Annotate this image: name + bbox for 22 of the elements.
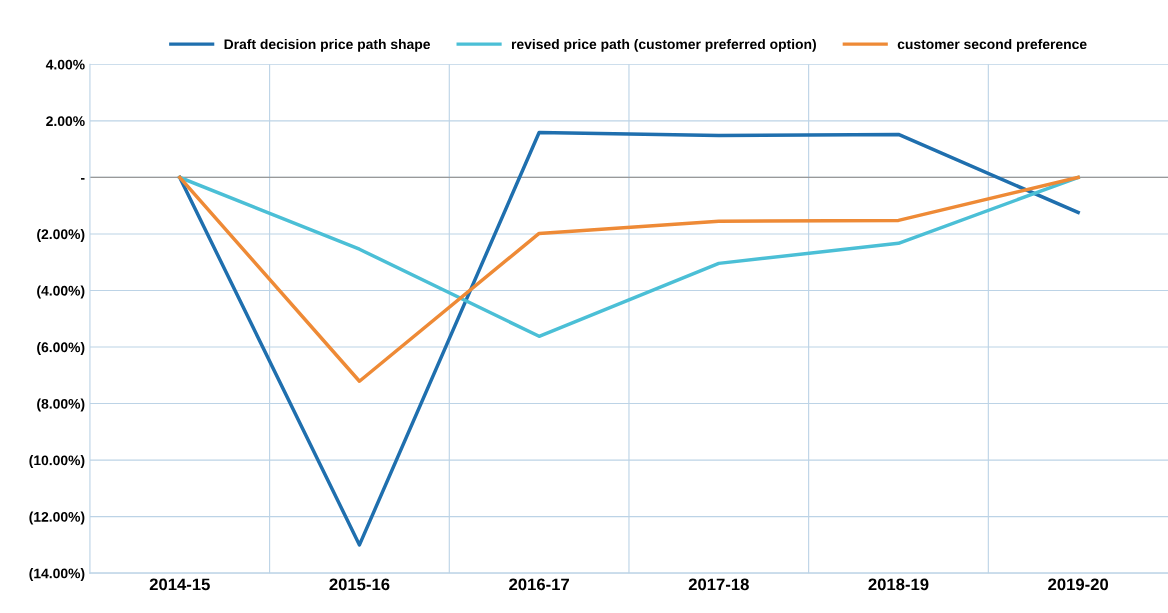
x-tick-label: 2018-19 bbox=[868, 578, 929, 591]
line-series bbox=[178, 175, 1080, 339]
y-tick-label: - bbox=[80, 178, 85, 180]
x-tick-label: 2016-17 bbox=[509, 578, 569, 591]
y-tick-label: 2.00% bbox=[46, 116, 85, 127]
y-tick-label: (4.00%) bbox=[37, 285, 85, 299]
line-series bbox=[178, 130, 1080, 547]
y-tick-label: (8.00%) bbox=[37, 398, 85, 412]
x-tick-label: 2015-16 bbox=[329, 578, 390, 591]
x-tick-label: 2017-18 bbox=[688, 578, 749, 591]
x-tick-label: 2014-15 bbox=[149, 578, 210, 591]
legend-label: revised price path (customer preferred option) bbox=[511, 38, 816, 52]
line-series bbox=[178, 175, 1080, 383]
legend-label: customer second preference bbox=[897, 38, 1087, 52]
x-tick-label: 2019-20 bbox=[1048, 578, 1109, 591]
y-tick-label: (10.00%) bbox=[29, 455, 85, 469]
y-tick-label: (12.00%) bbox=[29, 511, 85, 525]
legend-label: Draft decision price path shape bbox=[224, 38, 431, 52]
y-tick-label: (6.00%) bbox=[37, 341, 85, 355]
y-tick-label: (14.00%) bbox=[29, 568, 85, 582]
y-tick-label: (2.00%) bbox=[37, 228, 85, 242]
y-tick-label: 4.00% bbox=[45, 59, 85, 70]
